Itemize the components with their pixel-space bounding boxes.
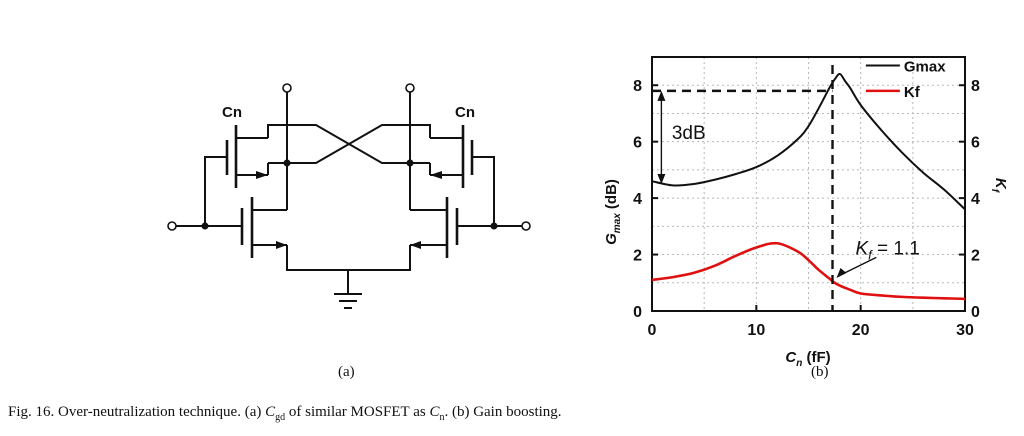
chart-legend: Gmax Kf [865, 58, 946, 101]
x-axis-label: Cn (fF) [785, 349, 830, 369]
plot-frame [651, 56, 966, 312]
y-left-g: G [603, 233, 620, 245]
cross-wire-2 [287, 124, 431, 164]
y-right-tick-label-2: 4 [971, 191, 980, 208]
legend-gmax-label: Gmax [904, 58, 946, 75]
three-db-annotation: 3dB [672, 123, 706, 144]
y-left-unit: (dB) [603, 179, 620, 213]
x-label-sub: n [796, 358, 802, 369]
kf-annotation-sub: f [868, 248, 873, 263]
caption-suffix: . (b) Gain boosting. [444, 404, 562, 420]
three-db-arrowhead-bottom [657, 174, 666, 184]
subfigure-a-label: (a) [338, 364, 355, 380]
left-cn-gate-wire [204, 156, 227, 226]
y-left-tick-label-2: 4 [633, 191, 642, 208]
right-cn-label: Cn [455, 104, 475, 121]
x-label-unit: (fF) [802, 349, 830, 366]
left-input-terminal [167, 221, 177, 231]
source-tail-wire [286, 245, 411, 271]
y-right-tick-label-4: 8 [971, 78, 980, 95]
right-cn-arrow [430, 171, 442, 179]
circuit-schematic: Cn Cn [167, 83, 531, 309]
caption-prefix: Fig. 16. Over-neutralization technique. … [8, 404, 266, 420]
kf-annotation: Kf = 1.1 [855, 239, 919, 263]
y-axis-left-label: Gmax (dB) [603, 179, 623, 245]
y-right-sub: f [989, 189, 1000, 194]
kf-annotation-k: K [855, 239, 869, 260]
caption-cn: C [429, 404, 440, 420]
y-right-tick-label-0: 0 [971, 304, 980, 321]
legend-kf-label: Kf [904, 84, 921, 101]
y-axis-right-label: Kf [989, 178, 1009, 194]
left-main-arrow [276, 241, 287, 249]
caption-middle: of similar MOSFET as [285, 404, 430, 420]
kf-series-line [651, 241, 966, 301]
caption-cgd: C [265, 404, 276, 420]
caption-cgd-sub: gd [275, 412, 286, 423]
right-cn-gate-wire [472, 156, 495, 226]
caption-cn-sub: n [439, 412, 445, 423]
x-label-c: C [785, 349, 797, 366]
y-right-tick-label-1: 2 [971, 248, 980, 265]
y-left-tick-label-0: 0 [633, 304, 642, 321]
right-input-node [490, 222, 498, 230]
cross-wire-1 [267, 124, 410, 164]
left-output-terminal [282, 83, 292, 93]
gmax-series-line [651, 72, 966, 211]
x-tick-label-1: 10 [747, 322, 765, 339]
x-tick-label-0: 0 [648, 322, 657, 339]
y-right-tick-label-3: 6 [971, 135, 980, 152]
y-left-tick-label-3: 6 [633, 135, 642, 152]
x-tick-label-3: 30 [956, 322, 974, 339]
kf-annotation-arrowhead [836, 267, 847, 278]
chart-grid [652, 57, 965, 311]
left-input-node [201, 222, 209, 230]
y-right-k: K [992, 178, 1009, 190]
kf-annotation-arrow [842, 256, 877, 275]
y-left-tick-label-1: 2 [633, 248, 642, 265]
left-cn-arrow [256, 171, 268, 179]
x-tick-label-2: 20 [852, 322, 870, 339]
right-input-terminal [521, 221, 531, 231]
kf-annotation-eq: = 1.1 [872, 239, 920, 260]
left-cn-label: Cn [222, 104, 242, 121]
figure-caption: Fig. 16. Over-neutralization technique. … [8, 404, 562, 423]
right-main-arrow [410, 241, 421, 249]
subfigure-b-label: (b) [811, 364, 829, 380]
three-db-arrowhead-top [657, 90, 666, 101]
y-left-sub: max [612, 213, 623, 233]
right-output-terminal [405, 83, 415, 93]
y-left-tick-label-4: 8 [633, 78, 642, 95]
